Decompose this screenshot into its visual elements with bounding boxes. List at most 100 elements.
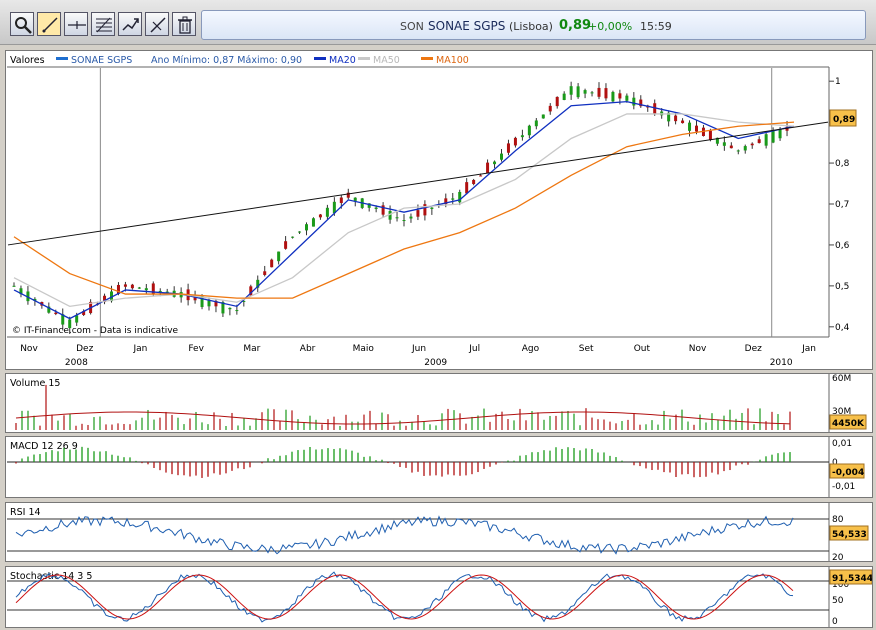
candle-body — [284, 241, 288, 249]
candle-body — [318, 214, 322, 218]
candle-body — [249, 286, 253, 296]
ma-line-ma100 — [13, 121, 795, 299]
credit-text: © IT-Finance.com - Data is indicative — [12, 326, 179, 336]
candle-body — [771, 131, 775, 143]
x-year-label: 2010 — [770, 358, 793, 368]
candle-body — [298, 231, 302, 233]
candle-body — [674, 115, 678, 122]
cursor-icon[interactable] — [37, 12, 61, 36]
values-label: Valores — [10, 55, 45, 66]
x-month-label: Mar — [243, 344, 260, 354]
quote-change: +0,00% — [588, 20, 633, 33]
candle-body — [82, 311, 86, 315]
stoch-k-line — [15, 571, 794, 623]
trendline-icon[interactable] — [118, 12, 142, 36]
candle-body — [513, 137, 517, 146]
candle-body — [103, 295, 107, 303]
candle-body — [75, 315, 79, 323]
stoch-panel: Stochastic 14 3 5 100 50 0 91,5344 — [5, 566, 873, 628]
candle-body — [493, 161, 497, 165]
last-price-value: 0,89 — [833, 115, 855, 125]
volume-label: Volume 15 — [10, 378, 60, 389]
x-month-label: Fev — [188, 344, 204, 354]
rsi-panel: RSI 14 80 20 54,533 — [5, 502, 873, 562]
candle-body — [562, 93, 566, 100]
quote-price: 0,89 — [559, 18, 592, 33]
candle-body — [402, 220, 406, 222]
y-tick-label: 0,5 — [835, 282, 849, 292]
candle-body — [430, 207, 434, 209]
stoch-tick-100: 100 — [832, 580, 849, 590]
candle-body — [618, 93, 622, 99]
quote-symbol: SON — [400, 20, 424, 33]
candle-body — [576, 86, 580, 98]
candle-body — [54, 312, 58, 315]
volume-average-line — [15, 411, 791, 425]
stoch-tick-50: 50 — [832, 596, 844, 606]
volume-tick-top: 60M — [832, 374, 851, 384]
volume-chart[interactable]: Volume 15 60M 30M 4450K — [6, 374, 872, 432]
x-month-label: Out — [634, 344, 651, 354]
x-month-label: Nov — [689, 344, 707, 354]
x-month-label: Abr — [300, 344, 316, 354]
candle-body — [604, 88, 608, 99]
candle-body — [534, 120, 538, 127]
candle-body — [256, 279, 260, 288]
x-month-label: Dez — [745, 344, 762, 354]
y-tick-label: 0,6 — [835, 241, 850, 251]
legend-ma20: MA20 — [329, 55, 356, 66]
candle-body — [750, 143, 754, 146]
crosshair-icon[interactable] — [64, 12, 88, 36]
y-tick-label: 0,7 — [835, 200, 849, 210]
x-year-label: 2008 — [65, 358, 88, 368]
candle-body — [486, 162, 490, 174]
candle-body — [597, 87, 601, 97]
rsi-label: RSI 14 — [10, 507, 41, 518]
candle-body — [277, 251, 281, 262]
candle-body — [479, 175, 483, 177]
x-month-label: Ago — [522, 344, 540, 354]
x-month-label: Maio — [353, 344, 375, 354]
candle-body — [785, 126, 789, 131]
candle-body — [33, 298, 37, 301]
rsi-tick-80: 80 — [832, 515, 844, 525]
candle-body — [611, 91, 615, 102]
candle-body — [47, 306, 51, 313]
candle-body — [527, 125, 531, 136]
price-chart[interactable]: Valores SONAE SGPS Ano Mínimo: 0,87 Máxi… — [6, 51, 872, 369]
fibonacci-icon[interactable] — [91, 12, 115, 36]
rsi-chart[interactable]: RSI 14 80 20 54,533 — [6, 503, 872, 561]
x-month-label: Jul — [468, 344, 480, 354]
toolbar: SON SONAE SGPS (Lisboa) 0,89 +0,00% 15:5… — [0, 0, 876, 45]
rsi-line — [15, 515, 794, 555]
candle-body — [541, 114, 545, 119]
stochastic-chart[interactable]: Stochastic 14 3 5 100 50 0 91,5344 — [6, 567, 872, 627]
candle-body — [520, 135, 524, 138]
candle-body — [61, 314, 65, 325]
candle-body — [472, 179, 476, 185]
candle-body — [583, 90, 587, 94]
candle-body — [681, 120, 685, 124]
candle-body — [458, 191, 462, 203]
candle-body — [625, 95, 629, 101]
price-panel: Valores SONAE SGPS Ano Mínimo: 0,87 Máxi… — [5, 50, 873, 370]
pencil-icon[interactable] — [145, 12, 169, 36]
legend-ma50: MA50 — [373, 55, 400, 66]
candle-body — [325, 207, 329, 217]
candle-body — [764, 134, 768, 146]
trash-icon[interactable] — [172, 12, 196, 36]
macd-chart[interactable]: MACD 12 26 9 0,01 0 -0,01 -0,004 — [6, 437, 872, 497]
candle-body — [423, 204, 427, 216]
candle-body — [353, 197, 357, 201]
macd-last: -0,004 — [832, 468, 864, 478]
candle-body — [688, 122, 692, 131]
quote-name: SONAE SGPS — [428, 19, 506, 33]
macd-tick-zero: 0 — [832, 458, 838, 468]
volume-panel: Volume 15 60M 30M 4450K — [5, 373, 873, 433]
candle-body — [653, 103, 657, 114]
zoom-icon[interactable] — [10, 12, 34, 36]
candle-body — [778, 128, 782, 139]
trend-line — [7, 121, 829, 246]
candle-body — [632, 97, 636, 106]
candle-body — [465, 182, 469, 194]
